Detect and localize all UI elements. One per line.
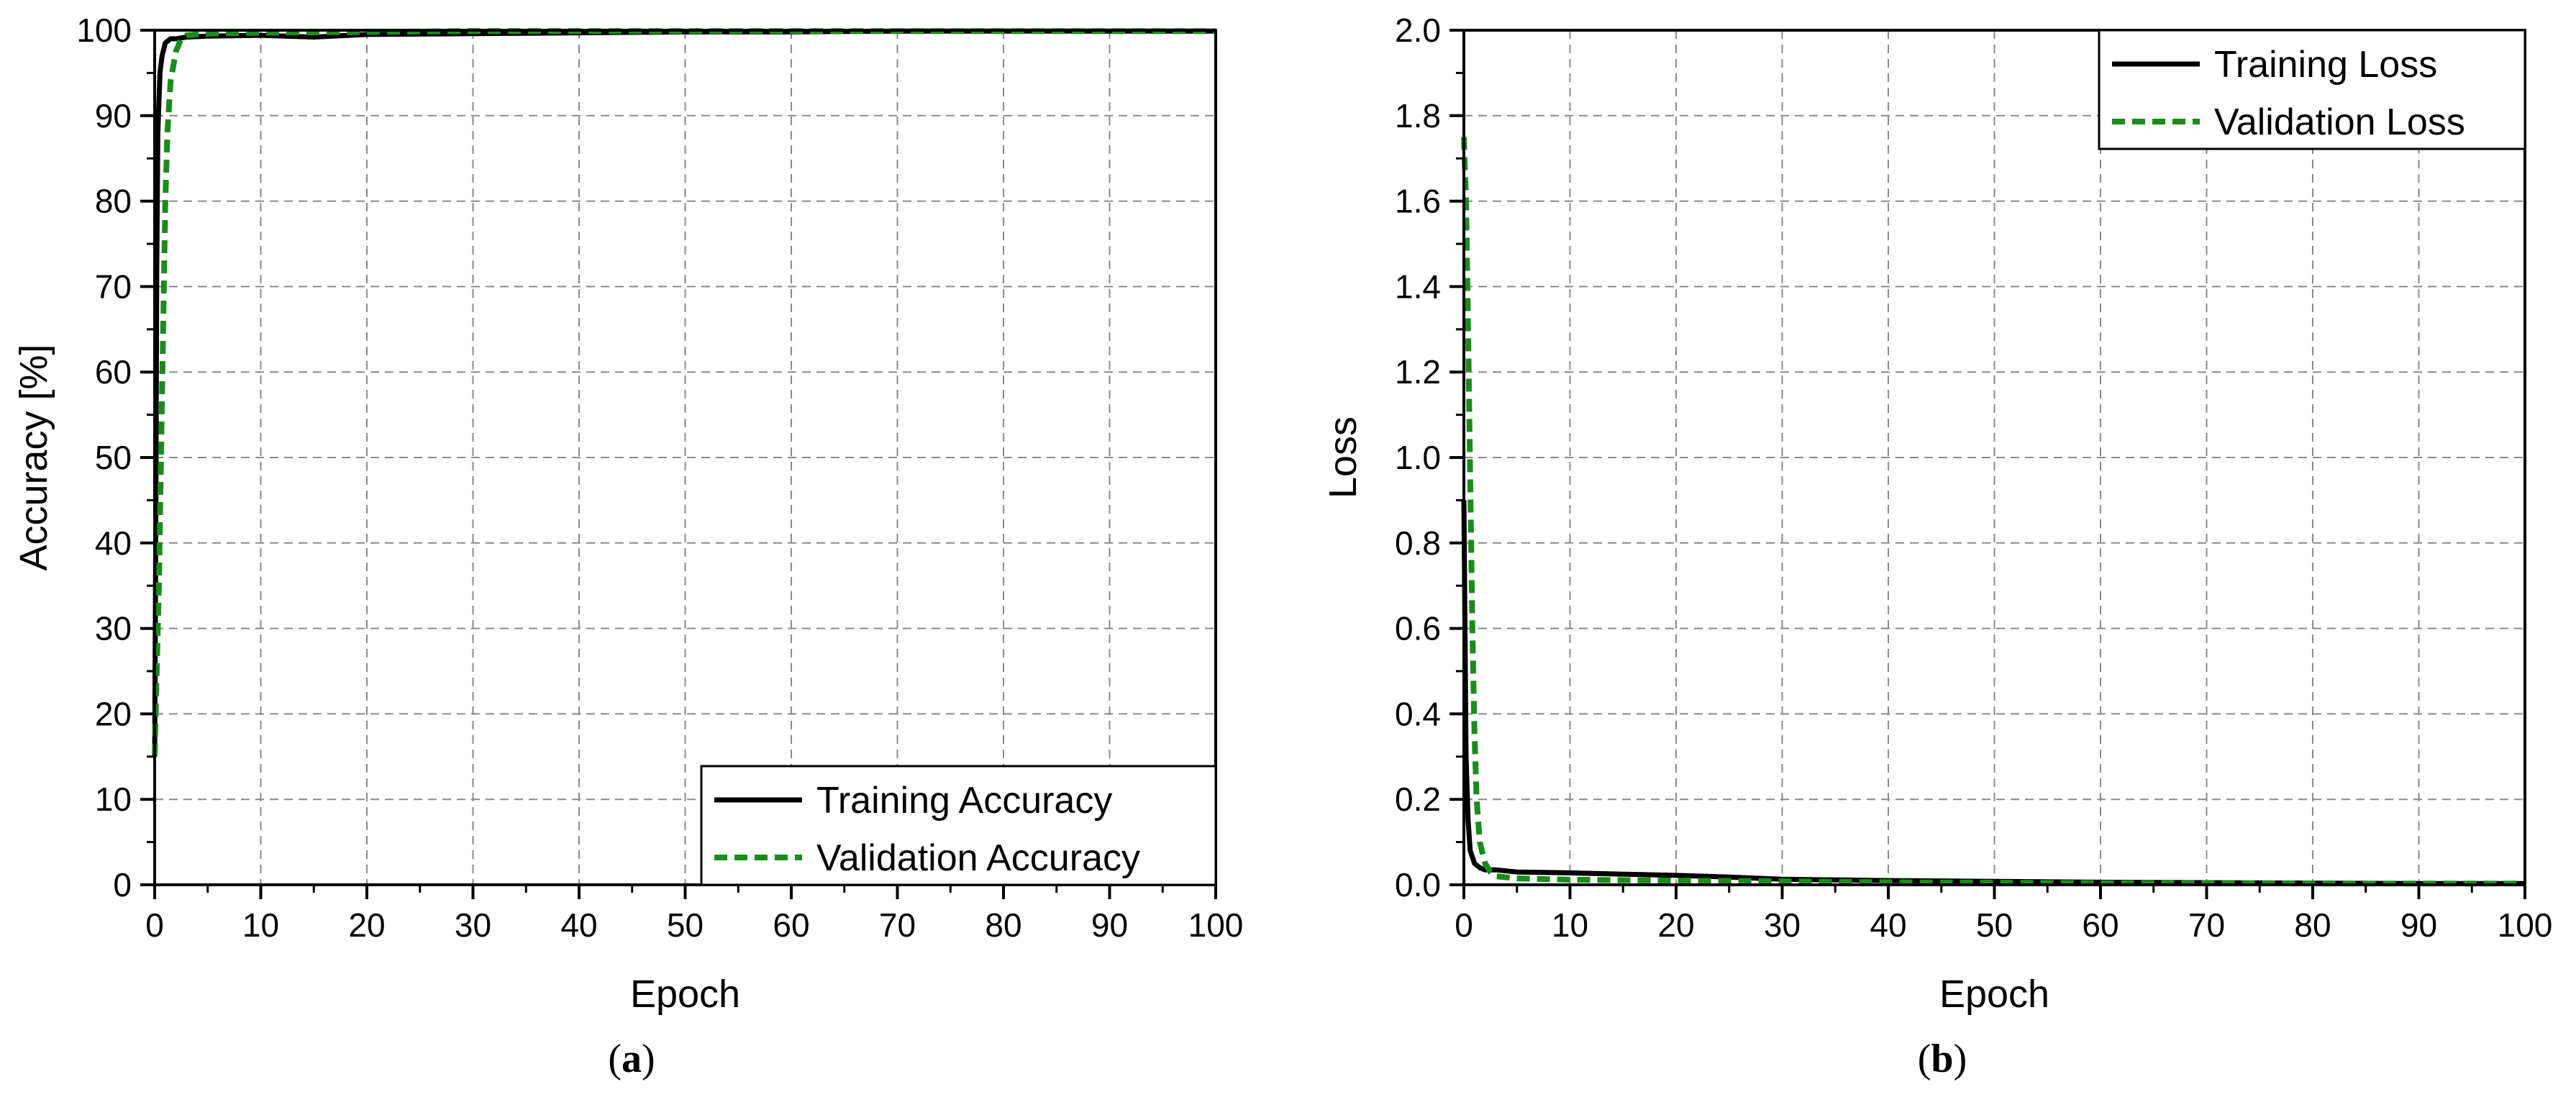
x-tick-label: 40: [560, 906, 597, 944]
y-tick-label: 0.6: [1395, 610, 1441, 647]
y-tick-label: 1.2: [1395, 353, 1441, 391]
caption-letter: b: [1931, 1037, 1953, 1081]
panel-caption: (b): [1918, 1037, 1967, 1081]
y-tick-label: 1.4: [1395, 268, 1441, 305]
y-tick-label: 0: [113, 866, 132, 904]
x-tick-label: 60: [773, 906, 809, 944]
x-tick-label: 60: [2082, 906, 2118, 944]
x-tick-label: 20: [348, 906, 385, 944]
y-tick-label: 50: [95, 439, 132, 476]
y-axis-label: Accuracy [%]: [12, 344, 55, 570]
legend-box: [700, 765, 1217, 886]
y-tick-label: 70: [95, 268, 132, 305]
x-tick-label: 100: [2498, 906, 2553, 944]
caption-letter: a: [622, 1037, 642, 1081]
y-tick-label: 40: [95, 524, 132, 562]
y-tick-label: 0.4: [1395, 695, 1441, 732]
x-tick-label: 20: [1657, 906, 1694, 944]
x-tick-label: 30: [1764, 906, 1801, 944]
x-tick-label: 10: [1552, 906, 1588, 944]
y-axis-label: Loss: [1321, 417, 1365, 499]
y-tick-label: 90: [95, 97, 132, 135]
legend-label: Validation Loss: [2214, 101, 2465, 143]
y-tick-label: 1.6: [1395, 183, 1441, 220]
y-tick-label: 2.0: [1395, 12, 1441, 49]
y-tick-label: 20: [95, 695, 132, 732]
x-tick-label: 70: [2188, 906, 2225, 944]
x-tick-label: 50: [667, 906, 704, 944]
y-tick-label: 60: [95, 353, 132, 391]
x-tick-label: 90: [1091, 906, 1128, 944]
y-tick-label: 80: [95, 183, 132, 220]
panel-caption: (a): [608, 1037, 655, 1081]
series-line-validation-loss: [1461, 137, 2525, 887]
x-tick-label: 0: [1455, 906, 1473, 944]
y-tick-label: 100: [76, 12, 132, 49]
legend-label: Training Loss: [2214, 44, 2437, 86]
y-tick-label: 0.0: [1395, 866, 1441, 904]
x-tick-label: 100: [1188, 906, 1244, 944]
chart-panel-a: 0 10 20 30 40 50 60 70 80 90 100 0 10 20 30 40 50 60 70 80 9…: [12, 12, 1243, 1081]
y-tick-label: 30: [95, 610, 132, 647]
x-tick-label: 80: [2294, 906, 2331, 944]
legend-label: Training Accuracy: [816, 780, 1112, 822]
caption-paren-close: ): [642, 1037, 655, 1081]
x-tick-label: 70: [879, 906, 916, 944]
x-tick-label: 50: [1976, 906, 2013, 944]
caption-paren-close: ): [1954, 1037, 1967, 1081]
x-tick-label: 30: [455, 906, 491, 944]
legend-box: [2098, 29, 2526, 150]
series-line-validation-accuracy: [152, 28, 1216, 757]
y-tick-label: 10: [95, 780, 132, 818]
x-tick-label: 90: [2400, 906, 2437, 944]
y-tick-label: 0.8: [1395, 524, 1441, 562]
x-tick-label: 10: [242, 906, 279, 944]
y-tick-label: 1.8: [1395, 97, 1441, 135]
x-tick-label: 0: [145, 906, 164, 944]
y-tick-label: 0.2: [1395, 780, 1441, 818]
chart-panel-b: 0 10 20 30 40 50 60 70 80 90 100 0.0 0.2 0.4 0.6 0.8 1.0…: [1321, 12, 2552, 1081]
x-axis-label: Epoch: [630, 973, 740, 1016]
caption-paren-open: (: [608, 1037, 622, 1081]
caption-paren-open: (: [1918, 1037, 1931, 1081]
x-axis-label: Epoch: [1939, 973, 2049, 1016]
x-tick-label: 80: [985, 906, 1021, 944]
legend-label: Validation Accuracy: [816, 837, 1140, 879]
y-tick-label: 1.0: [1395, 439, 1441, 476]
x-tick-label: 40: [1870, 906, 1906, 944]
